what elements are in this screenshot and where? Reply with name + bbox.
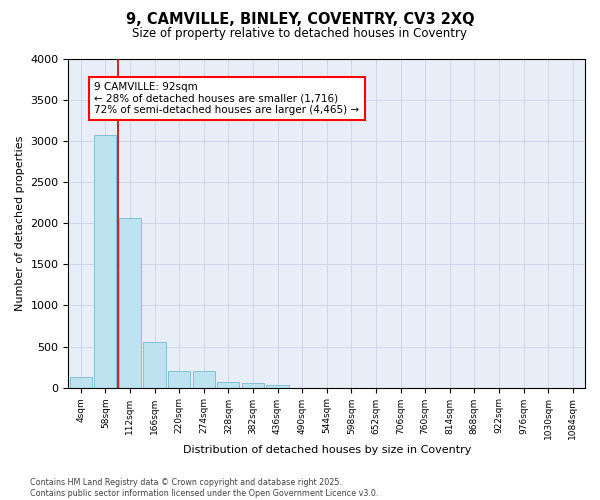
Bar bbox=[217, 382, 239, 388]
Bar bbox=[70, 377, 92, 388]
Bar bbox=[119, 218, 141, 388]
Text: 9 CAMVILLE: 92sqm
← 28% of detached houses are smaller (1,716)
72% of semi-detac: 9 CAMVILLE: 92sqm ← 28% of detached hous… bbox=[94, 82, 359, 115]
Text: Size of property relative to detached houses in Coventry: Size of property relative to detached ho… bbox=[133, 28, 467, 40]
Bar bbox=[242, 383, 264, 388]
Y-axis label: Number of detached properties: Number of detached properties bbox=[15, 136, 25, 311]
Bar bbox=[193, 371, 215, 388]
Text: Contains HM Land Registry data © Crown copyright and database right 2025.
Contai: Contains HM Land Registry data © Crown c… bbox=[30, 478, 379, 498]
Text: 9, CAMVILLE, BINLEY, COVENTRY, CV3 2XQ: 9, CAMVILLE, BINLEY, COVENTRY, CV3 2XQ bbox=[125, 12, 475, 28]
X-axis label: Distribution of detached houses by size in Coventry: Distribution of detached houses by size … bbox=[182, 445, 471, 455]
Bar bbox=[143, 342, 166, 388]
Bar bbox=[94, 134, 116, 388]
Bar bbox=[168, 371, 190, 388]
Bar bbox=[266, 385, 289, 388]
